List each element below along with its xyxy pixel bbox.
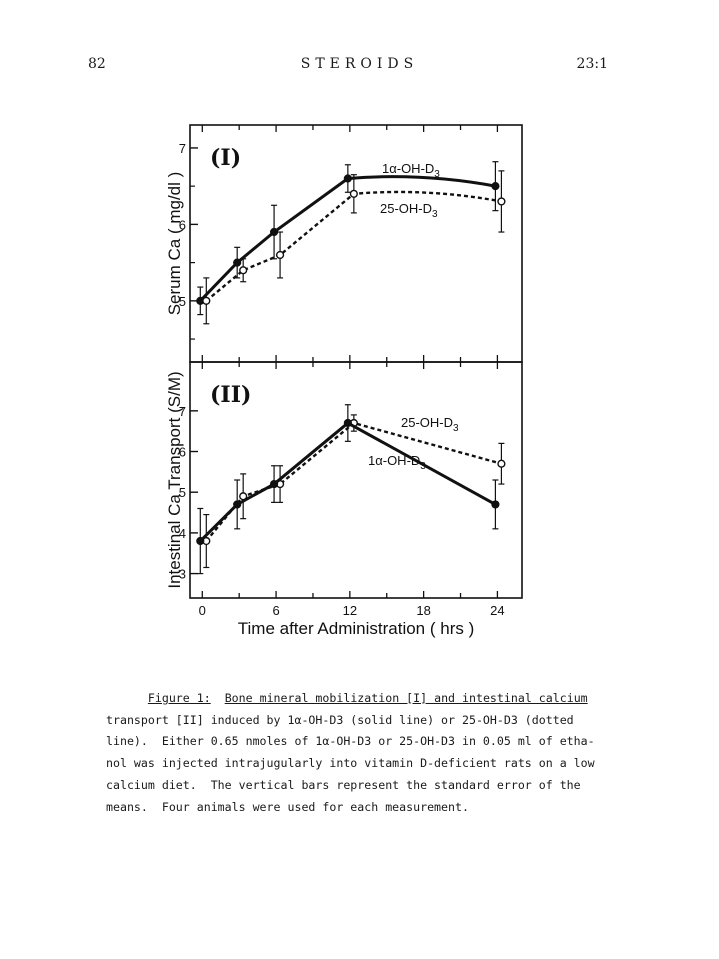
data-point [343, 174, 352, 183]
page-number: 82 [88, 56, 106, 72]
x-tick-label: 24 [490, 603, 504, 618]
panel-1: (I) 5 6 7 Serum Ca ( mg/dl ) 1α-OH-D3 25-OH-D3 [165, 124, 523, 363]
series-label: 25-OH-D3 [380, 201, 438, 220]
data-point [491, 182, 500, 191]
data-point [233, 500, 242, 509]
figure-1: (I) 5 6 7 Serum Ca ( mg/dl ) 1α-OH-D3 25-OH-D3… [165, 124, 523, 638]
figure-caption: Figure 1: Bone mineral mobilization [I] … [106, 688, 616, 818]
x-tick-label: 12 [343, 603, 357, 618]
series-line [199, 175, 496, 302]
panel-label: (II) [210, 382, 251, 408]
series-dotted: 25-OH-D3 [202, 170, 506, 325]
series-label: 1α-OH-D3 [368, 453, 426, 472]
x-tick-label: 18 [416, 603, 430, 618]
series-solid: 1α-OH-D3 [196, 404, 500, 575]
data-point [275, 250, 285, 260]
data-point [343, 418, 352, 428]
data-point [491, 500, 500, 509]
data-point [196, 536, 205, 546]
data-point [269, 227, 279, 237]
series-line [205, 190, 502, 302]
caption-line-6: means. Four animals were used for each m… [106, 799, 469, 814]
data-point [233, 258, 242, 267]
caption-line-5: calcium diet. The vertical bars represen… [106, 777, 581, 792]
plot-frame [189, 361, 523, 599]
caption-line-3: line). Either 0.65 nmoles of 1α-OH-D3 or… [106, 734, 595, 749]
y-tick-label: 5 [179, 294, 186, 309]
x-axis-label: Time after Administration ( hrs ) [238, 619, 475, 638]
page-header: 82 STEROIDS 23:1 [0, 56, 719, 76]
data-point [349, 189, 358, 198]
data-point [497, 197, 506, 206]
caption-line-4: nol was injected intrajugularly into vit… [106, 756, 595, 771]
data-point [239, 266, 248, 275]
x-tick-label: 0 [199, 603, 206, 618]
series-line [199, 421, 497, 543]
y-tick-label: 5 [179, 485, 186, 500]
y-tick-label: 7 [179, 404, 186, 419]
issue-number: 23:1 [576, 56, 608, 72]
data-point [202, 296, 211, 305]
y-tick-label: 6 [179, 217, 186, 232]
y-tick-label: 6 [179, 445, 186, 460]
series-solid: 1α-OH-D3 [196, 161, 500, 316]
data-point [269, 479, 279, 489]
y-tick-label: 4 [179, 526, 186, 541]
panel-label: (I) [210, 145, 241, 171]
series-label: 25-OH-D3 [401, 415, 459, 434]
y-tick-label: 7 [179, 141, 186, 156]
data-point [497, 459, 506, 468]
y-axis-label: Serum Ca ( mg/dl ) [165, 172, 184, 316]
series-label: 1α-OH-D3 [382, 161, 440, 180]
y-tick-label: 3 [179, 567, 186, 582]
caption-figure-label: Figure 1: [147, 691, 211, 705]
journal-name: STEROIDS [300, 56, 419, 72]
caption-title: Bone mineral mobilization [I] and intest… [224, 691, 588, 705]
caption-line-1: Figure 1: Bone mineral mobilization [I] … [106, 688, 616, 710]
series-dotted: 25-OH-D3 [202, 414, 506, 569]
caption-line-2: transport [II] induced by 1α-OH-D3 (soli… [106, 712, 574, 727]
x-tick-label: 6 [272, 603, 279, 618]
y-axis-label: Intestinal Ca Transport (S/M) [165, 371, 184, 588]
